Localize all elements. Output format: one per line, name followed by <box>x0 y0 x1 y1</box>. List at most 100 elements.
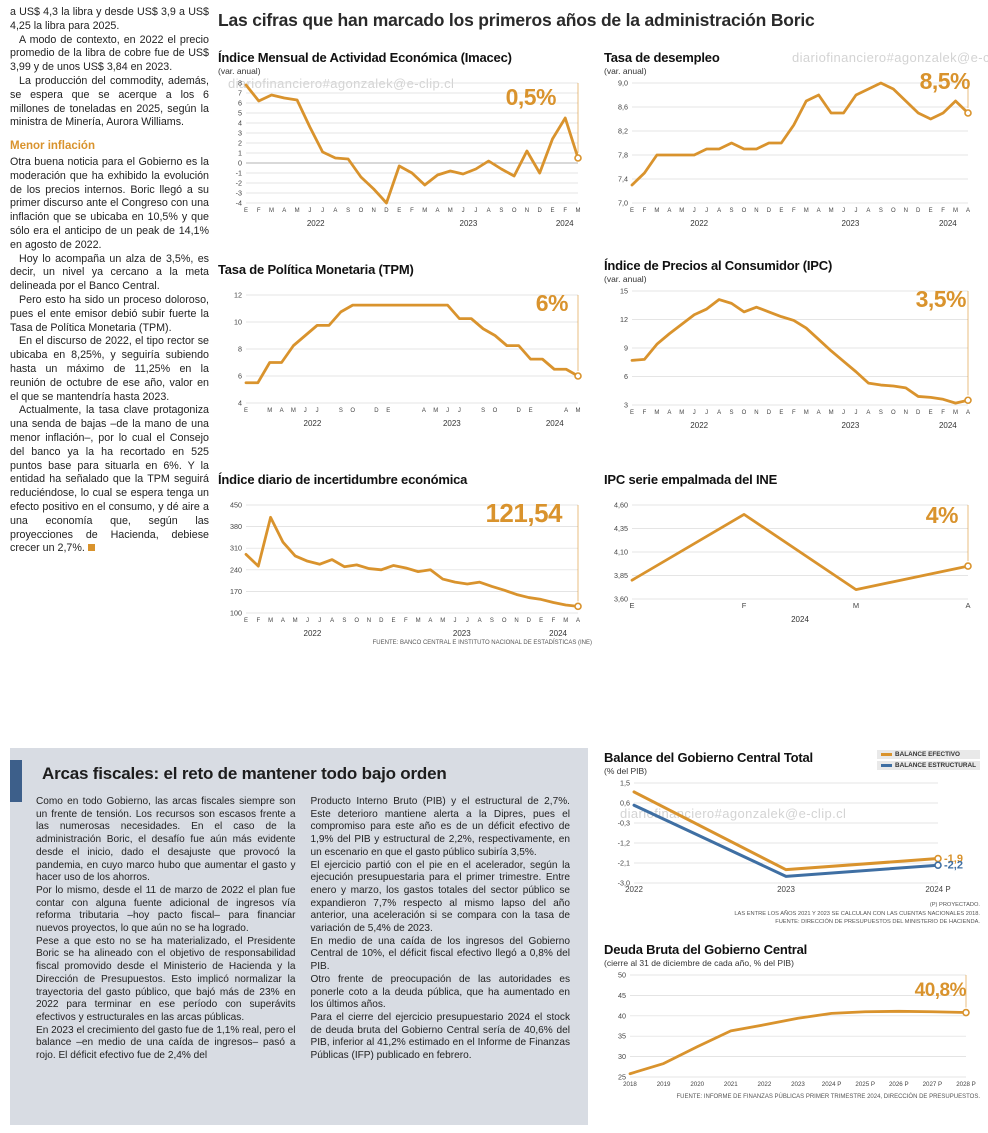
svg-text:450: 450 <box>230 501 242 510</box>
paragraph: Por lo mismo, desde el 11 de marzo de 20… <box>36 884 296 935</box>
svg-text:A: A <box>280 408 284 414</box>
svg-text:A: A <box>281 618 285 624</box>
svg-text:D: D <box>517 408 522 414</box>
svg-text:D: D <box>379 618 384 624</box>
svg-text:7,0: 7,0 <box>618 199 628 208</box>
chart-source: FUENTE: BANCO CENTRAL E INSTITUTO NACION… <box>372 640 592 646</box>
svg-text:O: O <box>502 618 507 624</box>
svg-text:E: E <box>539 618 543 624</box>
chart-subtitle: (var. anual) <box>218 66 261 76</box>
svg-text:N: N <box>904 208 908 214</box>
chart-incertidumbre: Índice diario de incertidumbre económica… <box>218 472 592 646</box>
chart-subtitle: (var. anual) <box>604 274 647 284</box>
svg-text:2023: 2023 <box>777 885 795 894</box>
svg-text:-1,2: -1,2 <box>618 839 630 848</box>
svg-text:M: M <box>829 208 834 214</box>
svg-text:8,6: 8,6 <box>618 103 628 112</box>
svg-text:2028 P: 2028 P <box>956 1081 976 1088</box>
svg-text:D: D <box>538 208 543 214</box>
svg-text:F: F <box>643 410 647 416</box>
svg-text:E: E <box>386 408 390 414</box>
svg-text:4,10: 4,10 <box>614 548 628 557</box>
chart-desempleo: Tasa de desempleo (var. anual) 8,5% 9,0 8… <box>604 50 982 229</box>
legend-item: BALANCE EFECTIVO <box>877 750 980 759</box>
svg-text:D: D <box>916 410 921 416</box>
svg-text:2024: 2024 <box>939 219 957 228</box>
svg-text:8: 8 <box>238 345 242 354</box>
svg-text:E: E <box>629 601 634 610</box>
paragraph: FUENTE: DIRECCIÓN DE PRESUPUESTOS DEL MI… <box>775 919 980 926</box>
svg-text:E: E <box>397 208 401 214</box>
svg-text:M: M <box>576 208 581 214</box>
chart-title: Balance del Gobierno Central Total <box>604 750 813 765</box>
svg-text:50: 50 <box>618 971 626 980</box>
svg-text:12: 12 <box>620 315 628 324</box>
svg-text:12: 12 <box>234 291 242 300</box>
svg-text:30: 30 <box>618 1052 626 1061</box>
svg-text:7,4: 7,4 <box>618 175 628 184</box>
chart-legend: BALANCE EFECTIVO BALANCE ESTRUCTURAL <box>877 750 980 770</box>
svg-text:M: M <box>267 408 272 414</box>
paragraph: En 2023 el crecimiento del gasto fue de … <box>36 1024 296 1062</box>
svg-text:40: 40 <box>618 1011 626 1020</box>
svg-text:E: E <box>529 408 533 414</box>
svg-text:2026 P: 2026 P <box>889 1081 909 1088</box>
svg-text:M: M <box>679 208 684 214</box>
svg-text:S: S <box>490 618 494 624</box>
svg-text:4,60: 4,60 <box>614 501 628 510</box>
svg-text:-1: -1 <box>236 169 242 178</box>
svg-text:F: F <box>552 618 556 624</box>
svg-text:F: F <box>410 208 414 214</box>
svg-text:M: M <box>679 410 684 416</box>
svg-text:2022: 2022 <box>690 421 708 430</box>
subhead-menor-inflacion: Menor inflación <box>10 140 95 153</box>
chart-balance-gobierno: Balance del Gobierno Central Total (% de… <box>604 750 980 927</box>
svg-text:-3,0: -3,0 <box>618 879 630 888</box>
chart-subtitle: (var. anual) <box>604 66 647 76</box>
svg-text:2022: 2022 <box>690 219 708 228</box>
legend-swatch <box>881 764 893 767</box>
svg-text:J: J <box>316 408 319 414</box>
chart-subtitle <box>604 488 982 499</box>
svg-text:310: 310 <box>230 544 242 553</box>
svg-text:2018: 2018 <box>623 1081 637 1088</box>
svg-text:M: M <box>295 208 300 214</box>
svg-text:9: 9 <box>624 344 628 353</box>
svg-text:A: A <box>717 410 721 416</box>
paragraph: Actualmente, la tasa clave protagoniza u… <box>10 404 209 555</box>
svg-text:-4: -4 <box>236 199 242 208</box>
svg-text:F: F <box>256 618 260 624</box>
svg-text:J: J <box>304 408 307 414</box>
svg-text:F: F <box>643 208 647 214</box>
svg-text:-2,2: -2,2 <box>944 860 963 872</box>
svg-text:45: 45 <box>618 991 626 1000</box>
svg-text:9,0: 9,0 <box>618 79 628 88</box>
fiscal-article-box: Arcas fiscales: el reto de mantener todo… <box>10 748 588 1125</box>
page-title: Las cifras que han marcado los primeros … <box>218 10 815 30</box>
chart-title: Tasa de Política Monetaria (TPM) <box>218 262 414 277</box>
chart-subtitle <box>218 278 592 289</box>
legend-item: BALANCE ESTRUCTURAL <box>877 761 980 770</box>
svg-text:D: D <box>374 408 379 414</box>
svg-text:N: N <box>514 618 518 624</box>
svg-text:240: 240 <box>230 565 242 574</box>
svg-text:O: O <box>493 408 498 414</box>
paragraph: a US$ 4,3 la libra y desde US$ 3,9 a US$… <box>10 6 209 32</box>
svg-text:A: A <box>576 618 580 624</box>
chart-ipc-empalmada: IPC serie empalmada del INE 4% 4,60 4,35 4… <box>604 472 982 625</box>
svg-text:S: S <box>481 408 485 414</box>
svg-text:2023: 2023 <box>842 219 860 228</box>
svg-text:S: S <box>879 410 883 416</box>
chart-highlight-value: 121,54 <box>485 498 562 528</box>
svg-text:J: J <box>842 410 845 416</box>
svg-text:F: F <box>563 208 567 214</box>
paragraph: Pese a que esto no se ha materializado, … <box>36 935 296 1023</box>
paragraph: El ejercicio partió con el pie en el ace… <box>310 859 571 935</box>
svg-text:2023: 2023 <box>460 219 478 228</box>
paragraph: Para el cierre del ejercicio presupuesta… <box>310 1011 571 1062</box>
svg-text:F: F <box>742 601 747 610</box>
